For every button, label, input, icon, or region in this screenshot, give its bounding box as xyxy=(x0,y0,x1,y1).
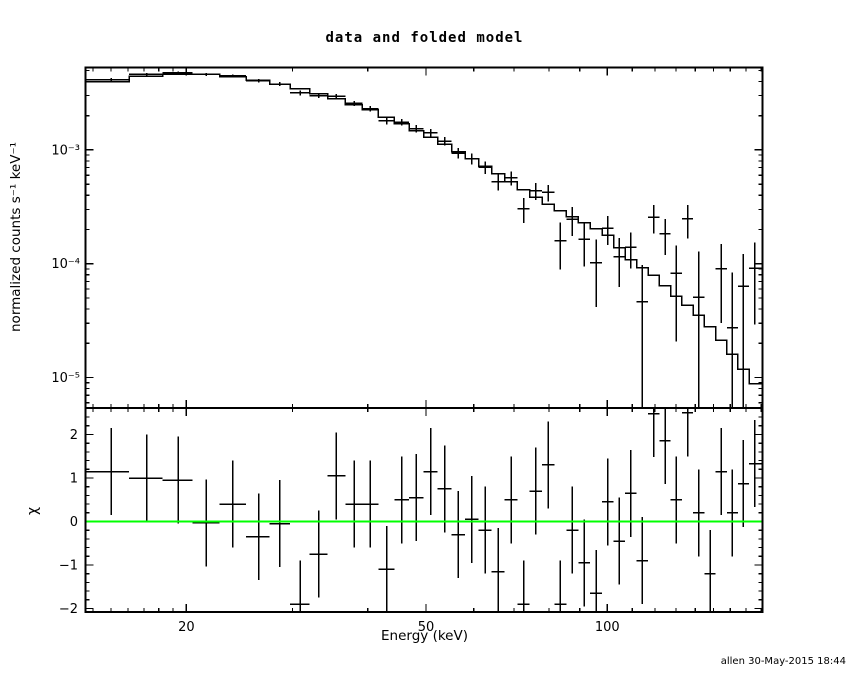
svg-text:50: 50 xyxy=(418,620,435,635)
svg-text:10⁻⁵: 10⁻⁵ xyxy=(51,371,80,386)
svg-text:−1: −1 xyxy=(59,559,78,574)
residual-panel-frame xyxy=(84,407,764,613)
svg-text:1: 1 xyxy=(70,472,78,487)
svg-text:10⁻⁴: 10⁻⁴ xyxy=(51,257,80,272)
svg-text:0: 0 xyxy=(70,515,78,530)
panel-frames xyxy=(84,66,764,613)
x-axis-label: Energy (keV) xyxy=(381,628,468,644)
svg-text:100: 100 xyxy=(595,620,620,635)
data-points xyxy=(85,71,763,408)
svg-text:−2: −2 xyxy=(59,602,78,617)
plot-title: data and folded model xyxy=(325,30,524,46)
tick-labels: 20 50 100 10⁻³ 10⁻⁴ 10⁻⁵ 2 1 0 −1 −2 xyxy=(51,143,619,635)
residual-points xyxy=(85,408,763,612)
axis-ticks xyxy=(85,67,763,612)
svg-text:10⁻³: 10⁻³ xyxy=(51,143,80,158)
svg-text:2: 2 xyxy=(70,428,78,443)
main-panel-frame xyxy=(84,66,764,409)
model-line xyxy=(85,73,763,385)
credit-timestamp: allen 30-May-2015 18:44 xyxy=(720,656,846,667)
svg-text:20: 20 xyxy=(178,620,195,635)
